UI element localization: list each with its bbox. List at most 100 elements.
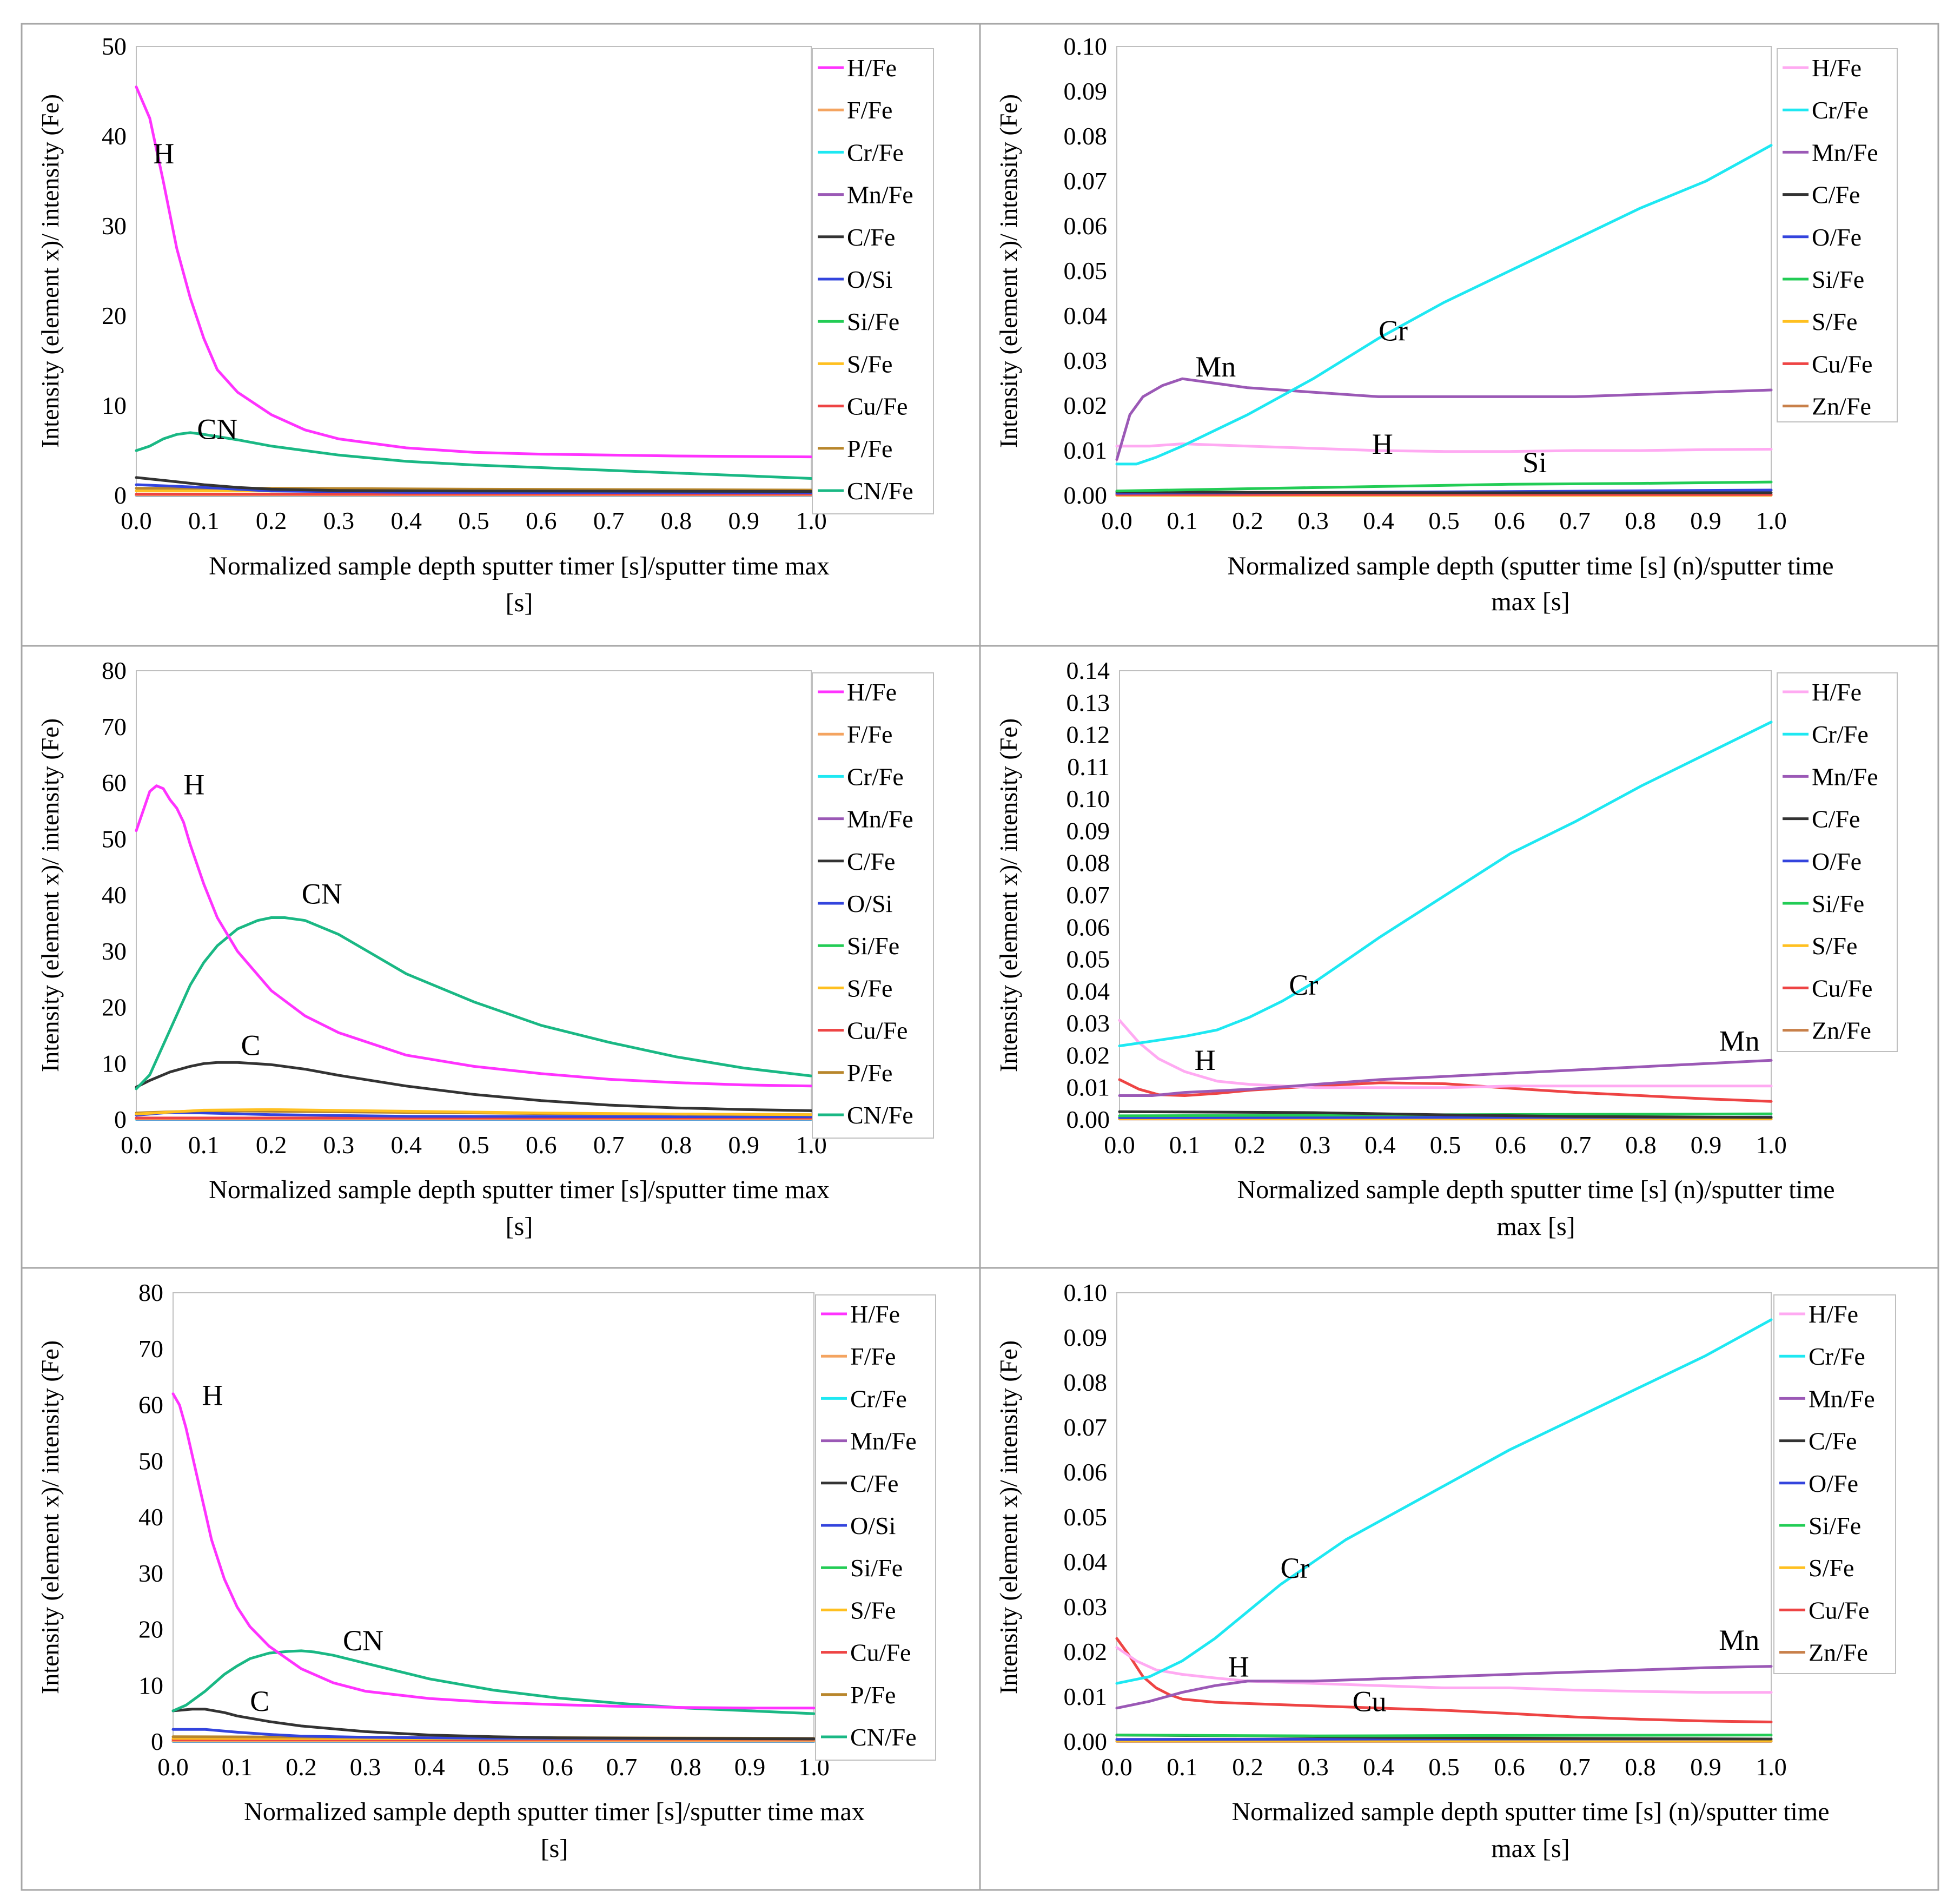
annotation-label: C [241,1029,260,1062]
annotation-label: H [202,1379,223,1412]
y-tick-label: 40 [102,881,127,909]
legend-entry: F/Fe [847,96,892,124]
x-tick-label: 0.2 [1232,1753,1263,1781]
y-tick-label: 0.04 [1064,302,1108,329]
x-axis-label: Normalized sample depth sputter time [s]… [1237,1175,1834,1204]
x-tick-label: 0.8 [1625,1131,1657,1159]
legend-box [815,1294,936,1761]
legend-entry: O/Fe [1809,1470,1858,1497]
annotation-label: Si [1522,446,1547,479]
y-tick-label: 0.07 [1064,1413,1108,1441]
x-tick-label: 0.9 [728,507,759,534]
x-tick-label: 0.2 [256,1131,287,1159]
y-tick-label: 0.09 [1064,77,1108,105]
chart-right-3: 0.00 0.01 0.02 0.03 0.04 0.05 0.06 0.07 0.08 0.09… [995,1279,1896,1863]
series-line-cn-fe [135,916,813,1090]
x-tick-label: 0.7 [1559,1753,1591,1781]
x-axis-label: Normalized sample depth sputter timer [s… [209,1175,830,1204]
legend-entry: Cr/Fe [1809,1343,1865,1370]
y-tick-label: 0.07 [1064,167,1108,195]
x-tick-label: 0.2 [256,507,287,534]
legend-entry: Mn/Fe [1812,763,1878,790]
legend-entry: S/Fe [1809,1554,1854,1582]
y-tick-label: 10 [102,392,127,419]
x-tick-label: 0.6 [1494,507,1525,534]
legend-entry: O/Si [847,266,892,293]
x-tick-label: 0.6 [526,1131,557,1159]
legend-entry: Si/Fe [850,1554,903,1582]
series-line-h-fe [1115,442,1773,453]
x-axis-label: Normalized sample depth sputter time [s]… [1231,1797,1829,1826]
y-tick-label: 30 [138,1559,163,1587]
legend-entry: C/Fe [1809,1427,1857,1455]
legend-entry: P/Fe [850,1681,896,1709]
y-tick-label: 40 [102,122,127,150]
legend-entry: H/Fe [1812,678,1862,706]
y-tick-label: 0.04 [1067,977,1110,1005]
legend-entry: O/Si [850,1512,896,1539]
y-tick-label: 0.13 [1067,689,1110,716]
y-tick-label: 40 [138,1503,163,1531]
chart-right-1: 0.00 0.01 0.02 0.03 0.04 0.05 0.06 0.07 0.08 0.09… [995,32,1898,616]
chart-left-1: 0 10 20 30 40 50 0.0 0.1 0.2 0.3 0.4 0.5 0.6 0.7 0.8 0.… [36,32,934,617]
legend-entry: Mn/Fe [1809,1385,1875,1412]
x-tick-label: 0.1 [188,1131,220,1159]
series-line-cr-fe [1115,1318,1773,1685]
y-tick-label: 0.00 [1067,1106,1110,1133]
x-tick-label: 0.2 [286,1753,317,1781]
x-tick-label: 0.9 [1690,507,1721,534]
x-axis-label: Normalized sample depth sputter timer [s… [209,552,830,580]
y-tick-label: 0.05 [1067,946,1110,973]
y-tick-label: 0.03 [1067,1009,1110,1037]
y-tick-label: 20 [102,302,127,329]
legend-entry: S/Fe [850,1596,896,1624]
x-tick-label: 0.8 [661,1131,692,1159]
series-line-c-fe [135,1061,813,1112]
legend-entry: Cu/Fe [850,1639,911,1667]
x-axis-label: [s] [541,1834,568,1863]
series-line-o-si [171,1728,816,1741]
x-tick-label: 0.5 [1428,1753,1460,1781]
legend-entry: O/Fe [1812,848,1862,875]
series-line-cr-fe [1115,144,1773,466]
y-tick-label: 0.06 [1064,212,1108,240]
x-tick-label: 0.1 [1167,1753,1198,1781]
legend-entry: S/Fe [847,350,892,378]
y-tick-label: 70 [102,713,127,741]
legend-entry: H/Fe [850,1300,900,1328]
x-tick-label: 0.1 [1167,507,1198,534]
panel-frames [21,23,1939,1891]
x-tick-label: 0.3 [1297,507,1329,534]
y-tick-label: 0.03 [1064,347,1108,374]
x-tick-label: 0.2 [1232,507,1263,534]
annotation-label: H [183,768,204,801]
x-axis-label: max [s] [1496,1212,1575,1241]
series-line-si-fe [1115,480,1773,493]
x-tick-label: 0.9 [1690,1753,1721,1781]
x-tick-label: 0.7 [606,1753,638,1781]
y-tick-label: 0.02 [1064,1638,1108,1665]
x-tick-label: 0.3 [1300,1131,1331,1159]
legend-entry: H/Fe [1812,54,1862,82]
y-tick-label: 0.01 [1067,1074,1110,1101]
legend-entry: C/Fe [1812,181,1860,209]
x-tick-label: 0.4 [1363,1753,1394,1781]
y-tick-label: 50 [102,825,127,852]
x-tick-label: 0.5 [478,1753,509,1781]
y-tick-label: 0.00 [1064,1728,1108,1755]
annotation-label: H [1372,428,1393,460]
y-tick-label: 0.02 [1064,392,1108,419]
legend-entry: CN/Fe [847,1101,913,1129]
x-tick-label: 0.1 [188,507,220,534]
legend-entry: Cr/Fe [847,138,904,166]
legend-entry: P/Fe [847,1059,892,1087]
annotation-label: H [1195,1044,1216,1076]
x-tick-label: 0.3 [323,1131,355,1159]
y-tick-label: 0.14 [1067,657,1110,684]
legend-entry: F/Fe [847,720,892,748]
panel-frame [979,1267,1939,1891]
x-tick-label: 0.4 [1363,507,1394,534]
y-tick-label: 0 [114,1106,127,1133]
x-tick-label: 0.7 [1559,507,1591,534]
legend-entry: Cu/Fe [1809,1596,1869,1624]
